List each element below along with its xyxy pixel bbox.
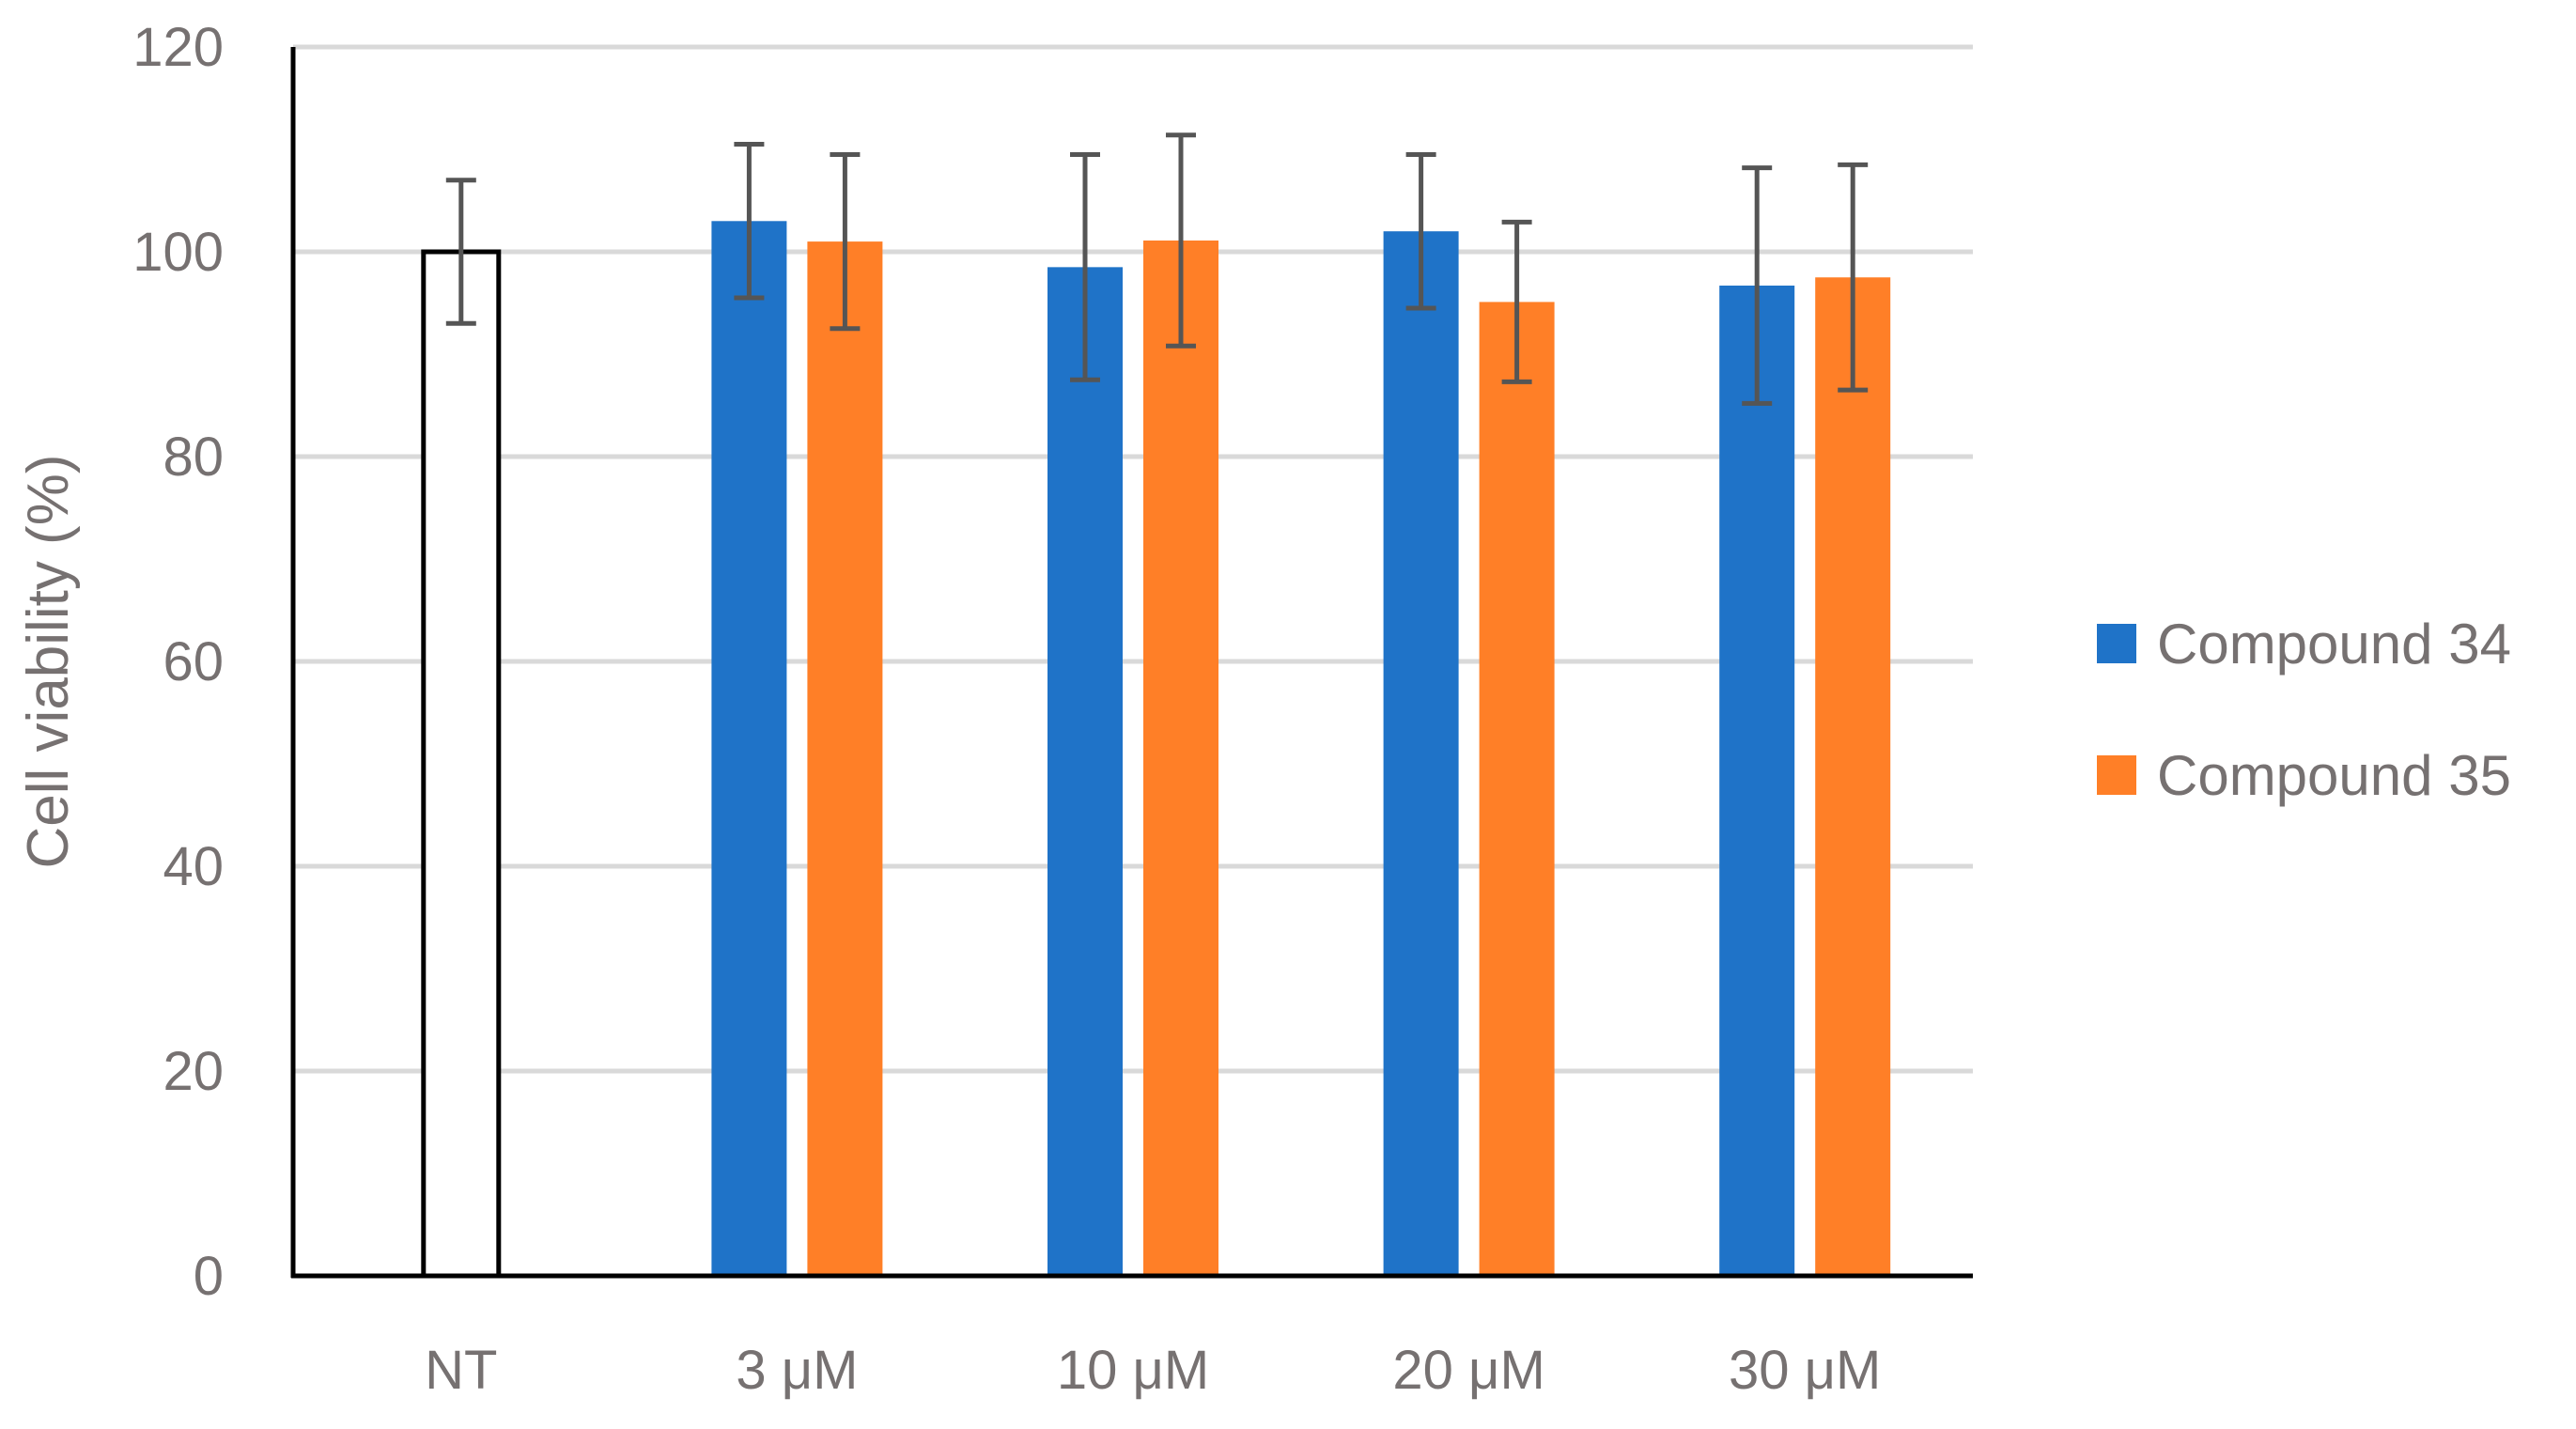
bar-compound-34 <box>1047 267 1123 1277</box>
y-tick-label: 60 <box>163 631 224 692</box>
gridlines <box>293 44 1973 1074</box>
y-tick-label: 100 <box>132 222 224 283</box>
x-tick-label: 20 μM <box>1392 1340 1544 1401</box>
x-tick-label: NT <box>425 1340 497 1401</box>
x-tick-label: 10 μM <box>1057 1340 1209 1401</box>
legend-label: Compound 35 <box>2157 744 2511 807</box>
bar-compound-35 <box>1815 277 1891 1276</box>
y-tick-labels: 0 20 40 60 80 100 120 <box>132 17 224 1307</box>
y-tick-label: 80 <box>163 427 224 488</box>
error-bars <box>445 132 1869 406</box>
y-axis-title: Cell viability (%) <box>16 455 81 869</box>
bar-control-nt <box>421 249 502 1279</box>
bars <box>421 221 1891 1279</box>
x-tick-label: 3 μM <box>736 1340 858 1401</box>
bar-compound-35 <box>1479 302 1555 1276</box>
x-tick-label: 30 μM <box>1729 1340 1881 1401</box>
y-tick-label: 120 <box>132 17 224 78</box>
bar-compound-35 <box>1143 241 1218 1276</box>
x-tick-labels: NT 3 μM 10 μM 20 μM 30 μM <box>425 1340 1881 1401</box>
legend: Compound 34 Compound 35 <box>2097 613 2511 807</box>
y-tick-label: 20 <box>163 1041 224 1102</box>
axes <box>290 47 1973 1279</box>
legend-label: Compound 34 <box>2157 613 2511 676</box>
legend-swatch <box>2097 755 2136 795</box>
y-tick-label: 0 <box>194 1246 224 1307</box>
legend-swatch <box>2097 624 2136 663</box>
y-tick-label: 40 <box>163 836 224 897</box>
bar-compound-35 <box>807 241 883 1277</box>
bar-compound-34 <box>1719 285 1795 1277</box>
bar-compound-34 <box>1383 231 1459 1277</box>
bar-compound-34 <box>711 221 787 1276</box>
